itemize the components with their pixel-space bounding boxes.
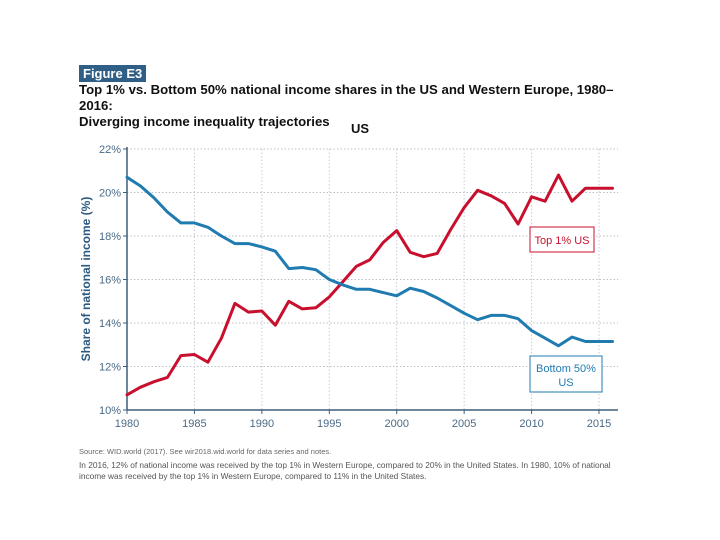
legend-bottom50-label-line1: Bottom 50%	[536, 363, 596, 375]
y-tick-label: 12%	[99, 362, 121, 374]
y-tick-label: 14%	[99, 318, 121, 330]
legend-top1-label: Top 1% US	[534, 235, 589, 247]
axes	[123, 147, 618, 414]
y-tick-label: 18%	[99, 231, 121, 243]
x-tick-label: 1980	[115, 418, 139, 430]
legend-bottom50-box	[529, 355, 603, 393]
figure-title-line1: Top 1% vs. Bottom 50% national income sh…	[79, 82, 614, 113]
x-tick-labels: 1980 1985 1990 1995 2000 2005 2010 2015	[115, 418, 611, 430]
x-tick-label: 2015	[587, 418, 611, 430]
legend-top1-box	[529, 226, 595, 253]
y-tick-label: 22%	[99, 144, 121, 156]
series-line-top1-us	[125, 173, 614, 397]
figure-title: Top 1% vs. Bottom 50% national income sh…	[79, 82, 639, 130]
legend-bottom50-label-line2: US	[558, 377, 573, 389]
x-tick-label: 1985	[182, 418, 206, 430]
y-tick-label: 16%	[99, 275, 121, 287]
y-axis-label: Share of national income (%)	[79, 197, 93, 362]
source-note: Source: WID.world (2017). See wir2018.wi…	[79, 447, 332, 456]
figure-title-line2: Diverging income inequality trajectories	[79, 114, 330, 129]
x-tick-label: 1995	[317, 418, 341, 430]
x-tick-label: 2005	[452, 418, 476, 430]
legend-top1: Top 1% US	[529, 226, 595, 253]
x-tick-label: 2000	[384, 418, 408, 430]
chart-title: US	[350, 121, 370, 136]
y-tick-labels: 10% 12% 14% 16% 18% 20% 22%	[99, 144, 121, 417]
caption-note: In 2016, 12% of national income was rece…	[79, 460, 611, 481]
legend-bottom50: Bottom 50% US	[529, 355, 603, 393]
x-tick-label: 2010	[519, 418, 543, 430]
series-lines	[125, 173, 614, 397]
y-tick-label: 10%	[99, 405, 121, 417]
series-line-bottom50-us	[125, 175, 614, 348]
y-tick-label: 20%	[99, 188, 121, 200]
figure-tag: Figure E3	[79, 65, 147, 82]
x-tick-label: 1990	[250, 418, 274, 430]
